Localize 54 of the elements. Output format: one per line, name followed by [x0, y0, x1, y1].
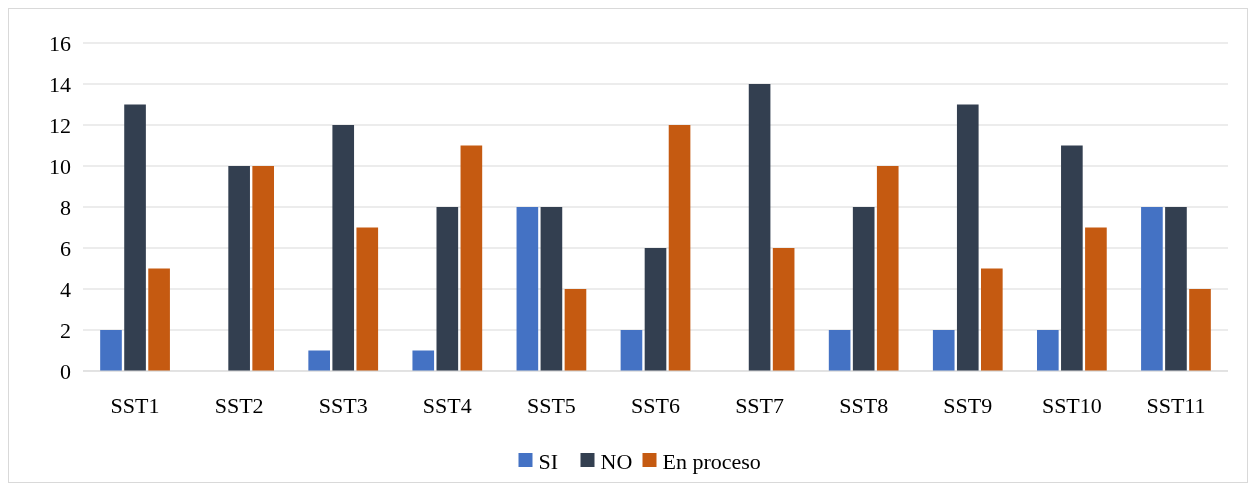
- bar: [748, 84, 771, 371]
- legend-label: NO: [600, 448, 633, 474]
- bar: [412, 350, 435, 371]
- legend-label: En proceso: [662, 448, 761, 474]
- bar: [148, 268, 170, 371]
- y-tick-label: 12: [49, 112, 71, 138]
- bar: [124, 104, 146, 371]
- bar: [1165, 207, 1187, 371]
- bar: [852, 207, 875, 371]
- y-tick-label: 4: [60, 276, 71, 302]
- x-tick-label: SST8: [839, 393, 889, 418]
- bar: [516, 207, 539, 371]
- bar: [308, 350, 330, 371]
- bar: [772, 248, 795, 371]
- bar: [876, 166, 899, 371]
- x-tick-label: SST3: [318, 393, 368, 418]
- x-tick-label: SST6: [631, 393, 680, 418]
- bar: [100, 330, 122, 371]
- y-tick-label: 14: [49, 71, 71, 97]
- y-tick-label: 6: [60, 235, 71, 261]
- x-tick-label: SST4: [422, 393, 472, 418]
- x-tick-label: SST9: [943, 393, 993, 418]
- bar: [460, 145, 483, 371]
- bar: [1036, 330, 1059, 371]
- bar: [981, 268, 1003, 371]
- bar: [540, 207, 563, 371]
- bar: [252, 166, 275, 371]
- x-tick-label: SST10: [1041, 393, 1102, 418]
- bar: [932, 330, 955, 371]
- y-tick-label: 16: [49, 30, 71, 56]
- bar: [956, 104, 979, 371]
- y-tick-label: 2: [60, 317, 71, 343]
- x-tick-label: SST1: [110, 393, 160, 418]
- bar: [644, 248, 667, 371]
- bar: [1189, 289, 1211, 371]
- bar: [436, 207, 459, 371]
- bar: [1085, 227, 1107, 371]
- y-tick-label: 0: [60, 358, 71, 384]
- x-tick-label: SST5: [526, 393, 576, 418]
- bar: [356, 227, 379, 371]
- y-tick-label: 10: [49, 153, 71, 179]
- bar: [1141, 207, 1163, 371]
- bar: [1061, 145, 1083, 371]
- x-tick-label: SST2: [214, 393, 264, 418]
- x-tick-label: SST11: [1146, 393, 1206, 418]
- y-tick-label: 8: [60, 194, 71, 220]
- bar: [332, 125, 355, 371]
- bar: [668, 125, 691, 371]
- x-tick-label: SST7: [735, 393, 785, 418]
- legend-label: SI: [538, 448, 559, 474]
- bar: [228, 166, 250, 371]
- bar: [620, 330, 643, 371]
- bar: [564, 289, 587, 371]
- bar: [828, 330, 851, 371]
